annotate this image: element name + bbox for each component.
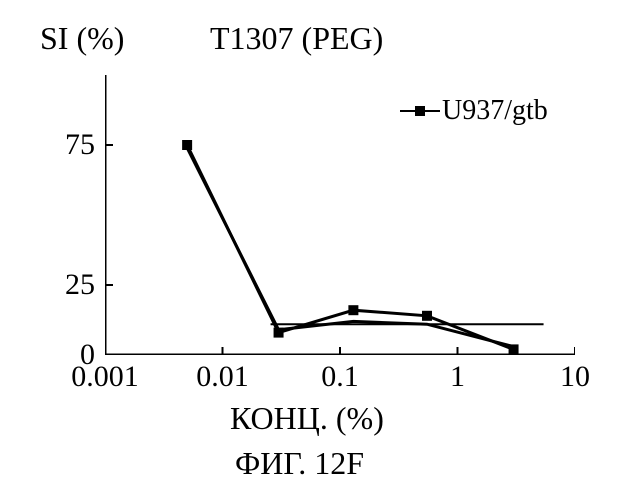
figure-caption: ФИГ. 12F <box>235 445 364 482</box>
legend-marker <box>400 104 440 118</box>
x-tick-label: 10 <box>560 360 590 394</box>
y-axis-label: SI (%) <box>40 20 124 57</box>
y-tick-label: 75 <box>35 128 95 162</box>
x-tick-label: 0.01 <box>196 360 249 394</box>
chart-title: T1307 (PEG) <box>210 20 383 57</box>
y-tick-label: 25 <box>35 268 95 302</box>
legend: U937/gtb <box>400 95 548 127</box>
legend-label: U937/gtb <box>442 95 548 127</box>
x-tick-label: 1 <box>450 360 465 394</box>
x-tick-label: 0.1 <box>321 360 359 394</box>
x-tick-label: 0.001 <box>71 360 139 394</box>
x-axis-label: КОНЦ. (%) <box>230 400 384 437</box>
figure-container: SI (%) T1307 (PEG) U937/gtb 02575 0.0010… <box>0 0 620 500</box>
